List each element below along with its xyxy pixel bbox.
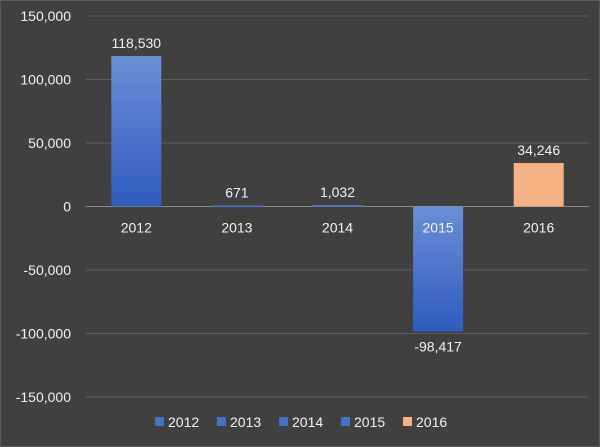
- legend-swatch: [341, 417, 350, 426]
- y-tick-label: -50,000: [24, 262, 72, 278]
- legend-swatch: [403, 417, 412, 426]
- legend-item-2012: 2012: [155, 414, 199, 430]
- x-tick-label: 2013: [221, 220, 252, 236]
- data-label-2012: 118,530: [112, 35, 162, 51]
- legend-swatch: [217, 417, 226, 426]
- bar-2012: [111, 55, 162, 207]
- legend-label: 2016: [416, 414, 447, 430]
- y-tick-label: 100,000: [20, 72, 71, 88]
- y-tick-label: -150,000: [16, 389, 71, 405]
- legend-item-2015: 2015: [341, 414, 385, 430]
- x-tick-label: 2012: [121, 220, 152, 236]
- bar-2016: [513, 163, 564, 207]
- legend-swatch: [279, 417, 288, 426]
- legend-swatch: [155, 417, 164, 426]
- legend: 2012 2013 2014 2015 2016: [155, 414, 447, 430]
- x-axis: 2012 2013 2014 2015 2016: [121, 220, 555, 236]
- legend-item-2014: 2014: [279, 414, 323, 430]
- y-axis: 150,000 100,000 50,000 0 -50,000 -100,000 -150…: [16, 8, 71, 405]
- y-tick-label: 150,000: [20, 8, 71, 24]
- legend-label: 2014: [292, 414, 323, 430]
- legend-label: 2015: [354, 414, 385, 430]
- data-label-2016: 34,246: [517, 142, 560, 158]
- data-label-2015: -98,417: [414, 338, 462, 354]
- legend-label: 2013: [230, 414, 261, 430]
- y-tick-label: 50,000: [28, 135, 71, 151]
- legend-item-2013: 2013: [217, 414, 261, 430]
- y-tick-label: -100,000: [16, 326, 71, 342]
- bar-2014: [312, 205, 363, 207]
- x-tick-label: 2015: [423, 220, 454, 236]
- legend-item-2016: 2016: [403, 414, 447, 430]
- bar-2015: [413, 206, 464, 332]
- x-tick-label: 2016: [523, 220, 554, 236]
- y-tick-label: 0: [63, 199, 71, 215]
- data-label-2013: 671: [225, 185, 249, 201]
- x-tick-label: 2014: [322, 220, 353, 236]
- bar-series: [111, 55, 564, 332]
- data-labels: 118,530 671 1,032 -98,417 34,246: [112, 35, 561, 355]
- data-label-2014: 1,032: [320, 184, 355, 200]
- gridlines: [86, 15, 589, 398]
- bar-2013: [211, 205, 262, 208]
- legend-label: 2012: [168, 414, 199, 430]
